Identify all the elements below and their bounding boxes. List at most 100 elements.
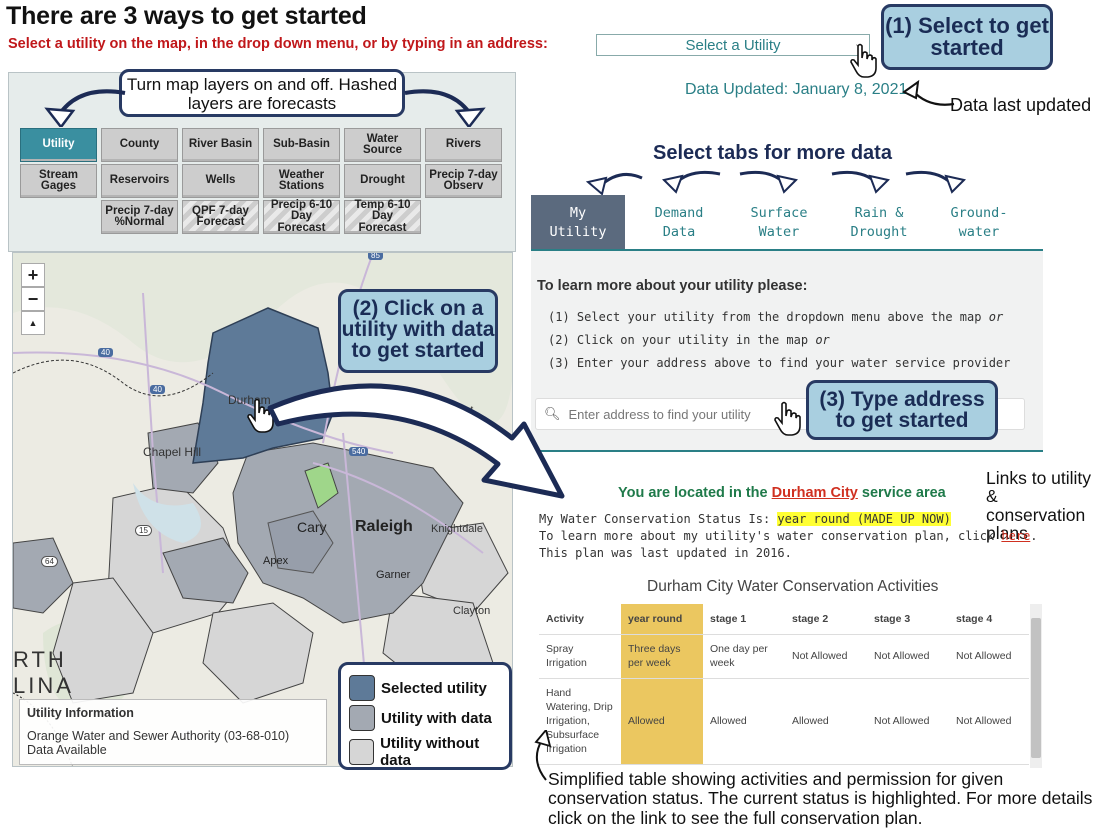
big-arrow-icon	[267, 383, 565, 499]
callout-click-text: (2) Click on a utility with data to get …	[341, 297, 495, 362]
legend-swatch	[349, 705, 375, 731]
layer-water-source[interactable]: Water Source	[344, 128, 421, 162]
table-cell: Not Allowed	[949, 634, 1029, 679]
highway-shield: 540	[349, 447, 369, 456]
table-cell: Spray Irrigation	[539, 634, 621, 679]
place-label: Cary	[297, 519, 327, 535]
annotation-bottom: Simplified table showing activities and …	[548, 769, 1093, 828]
utility-info-text: Orange Water and Sewer Authority (03-68-…	[27, 729, 290, 757]
layer-utility[interactable]: Utility	[20, 128, 97, 162]
highway-shield: 85	[368, 253, 383, 260]
highway-shield: 40	[150, 385, 165, 394]
utility-select[interactable]: Select a Utility ⌄	[596, 34, 870, 56]
layer-precip-6-10-forecast[interactable]: Precip 6-10 Day Forecast	[263, 199, 340, 234]
utility-select-value: Select a Utility	[685, 36, 781, 54]
table-cell-current: Three days per week	[621, 634, 703, 679]
tab-surface-water[interactable]: Surface Water	[732, 195, 826, 249]
layer-stream-gages[interactable]: Stream Gages	[20, 164, 97, 198]
location-prefix: You are located in the	[618, 485, 768, 501]
layer-wells[interactable]: Wells	[182, 164, 259, 198]
table-row: Spray Irrigation Three days per week One…	[539, 634, 1029, 679]
col-header: stage 2	[785, 604, 867, 635]
table-cell: One day per week	[703, 634, 785, 679]
callout-select-text: (1) Select to get started	[885, 13, 1049, 60]
table-scrollbar-thumb[interactable]	[1031, 618, 1041, 758]
layer-temp-6-10-forecast[interactable]: Temp 6-10 Day Forecast	[344, 199, 421, 234]
annotation-links: Links to utility & conservation plans	[986, 468, 1092, 544]
page-title: There are 3 ways to get started	[6, 2, 367, 30]
place-label: Clayton	[453, 605, 491, 617]
tab-rain-drought[interactable]: Rain & Drought	[832, 195, 926, 249]
tabs-annotation: Select tabs for more data	[653, 142, 892, 164]
plan-updated: This plan was last updated in 2016.	[539, 546, 792, 560]
layer-sub-basin[interactable]: Sub-Basin	[263, 128, 340, 162]
address-input[interactable]: Enter address to find your utility	[568, 406, 751, 422]
legend-without-data: Utility without data	[349, 735, 509, 769]
hand-cursor-icon	[850, 43, 877, 78]
tab-demand-data[interactable]: Demand Data	[632, 195, 726, 249]
map-canvas[interactable]	[13, 253, 513, 767]
zoom-out-button[interactable]: −	[21, 287, 45, 311]
layer-precip-observ[interactable]: Precip 7-day Observ	[425, 164, 502, 198]
utility-link[interactable]: Durham City	[771, 485, 858, 501]
legend-selected: Selected utility	[349, 675, 487, 701]
hand-cursor-icon	[774, 401, 801, 436]
table-cell: Not Allowed	[867, 634, 949, 679]
location-statement: You are located in the Durham City servi…	[618, 485, 946, 501]
layer-precip-normal[interactable]: Precip 7-day %Normal	[101, 200, 178, 234]
layer-drought[interactable]: Drought	[344, 164, 421, 198]
legend-label: Utility without data	[380, 735, 480, 769]
layer-weather-stations[interactable]: Weather Stations	[263, 164, 340, 198]
layer-rivers[interactable]: Rivers	[425, 128, 502, 162]
table-cell: Not Allowed	[949, 678, 1029, 765]
tab-label: Water	[758, 224, 800, 240]
table-cell: Hand Watering, Drip Irrigation, Subsurfa…	[539, 678, 621, 765]
place-label: Durham	[228, 393, 271, 407]
learn-step-em: or	[988, 310, 1004, 324]
legend-with-data: Utility with data	[349, 705, 492, 731]
layer-reservoirs[interactable]: Reservoirs	[101, 164, 178, 198]
learn-step-text: (1) Select your utility from the dropdow…	[548, 310, 982, 324]
arrow-icon	[902, 79, 955, 106]
status-line: My Water Conservation Status Is: year ro…	[539, 512, 951, 526]
state-label: LINA	[13, 673, 74, 698]
place-label: Chapel Hill	[143, 445, 202, 459]
layer-county[interactable]: County	[101, 128, 178, 162]
col-header: Activity	[539, 604, 621, 635]
layer-qpf-forecast[interactable]: QPF 7-day Forecast	[182, 200, 259, 234]
table-header-row: Activity year round stage 1 stage 2 stag…	[539, 604, 1029, 635]
legend-label: Utility with data	[381, 709, 492, 727]
tab-label: My	[569, 205, 587, 221]
tab-my-utility[interactable]: My Utility	[531, 195, 625, 249]
reset-north-button[interactable]: ▲	[21, 311, 45, 335]
col-header-current: year round	[621, 604, 703, 635]
arrow-up-icon	[534, 730, 552, 781]
tab-divider	[531, 249, 1043, 251]
utility-info-title: Utility Information	[27, 706, 134, 720]
data-updated-text: Data Updated: January 8, 2021	[685, 81, 908, 98]
tab-label: Rain &	[854, 205, 904, 221]
table-cell: Not Allowed	[867, 678, 949, 765]
layer-river-basin[interactable]: River Basin	[182, 128, 259, 162]
col-header: stage 3	[867, 604, 949, 635]
learn-step-em: or	[815, 333, 830, 347]
status-label: My Water Conservation Status Is:	[539, 512, 771, 526]
callout-layers-text: Turn map layers on and off. Hashed layer…	[126, 75, 398, 113]
tab-groundwater[interactable]: Ground-water	[932, 195, 1026, 249]
utility-info-panel: Utility Information Orange Water and Sew…	[19, 699, 327, 765]
state-label: RTH	[13, 647, 67, 672]
tab-label: Demand	[654, 205, 704, 221]
tab-label: Utility	[549, 224, 607, 240]
legend-swatch	[349, 675, 375, 701]
callout-click: (2) Click on a utility with data to get …	[338, 289, 498, 373]
learn-step-text: (2) Click on your utility in the map	[548, 333, 809, 347]
plan-link[interactable]: here	[1001, 529, 1031, 543]
location-suffix: service area	[861, 485, 946, 501]
tab-label: Ground-	[950, 205, 1008, 221]
learn-step-1: (1) Select your utility from the dropdow…	[548, 310, 1003, 324]
map[interactable]: Durham Chapel Hill Cary Raleigh Apex Gar…	[12, 252, 513, 767]
zoom-in-button[interactable]: +	[21, 263, 45, 287]
learn-step-2: (2) Click on your utility in the map or	[548, 333, 830, 347]
tab-label: water	[958, 224, 1000, 240]
search-icon: 🔍︎	[544, 406, 561, 421]
